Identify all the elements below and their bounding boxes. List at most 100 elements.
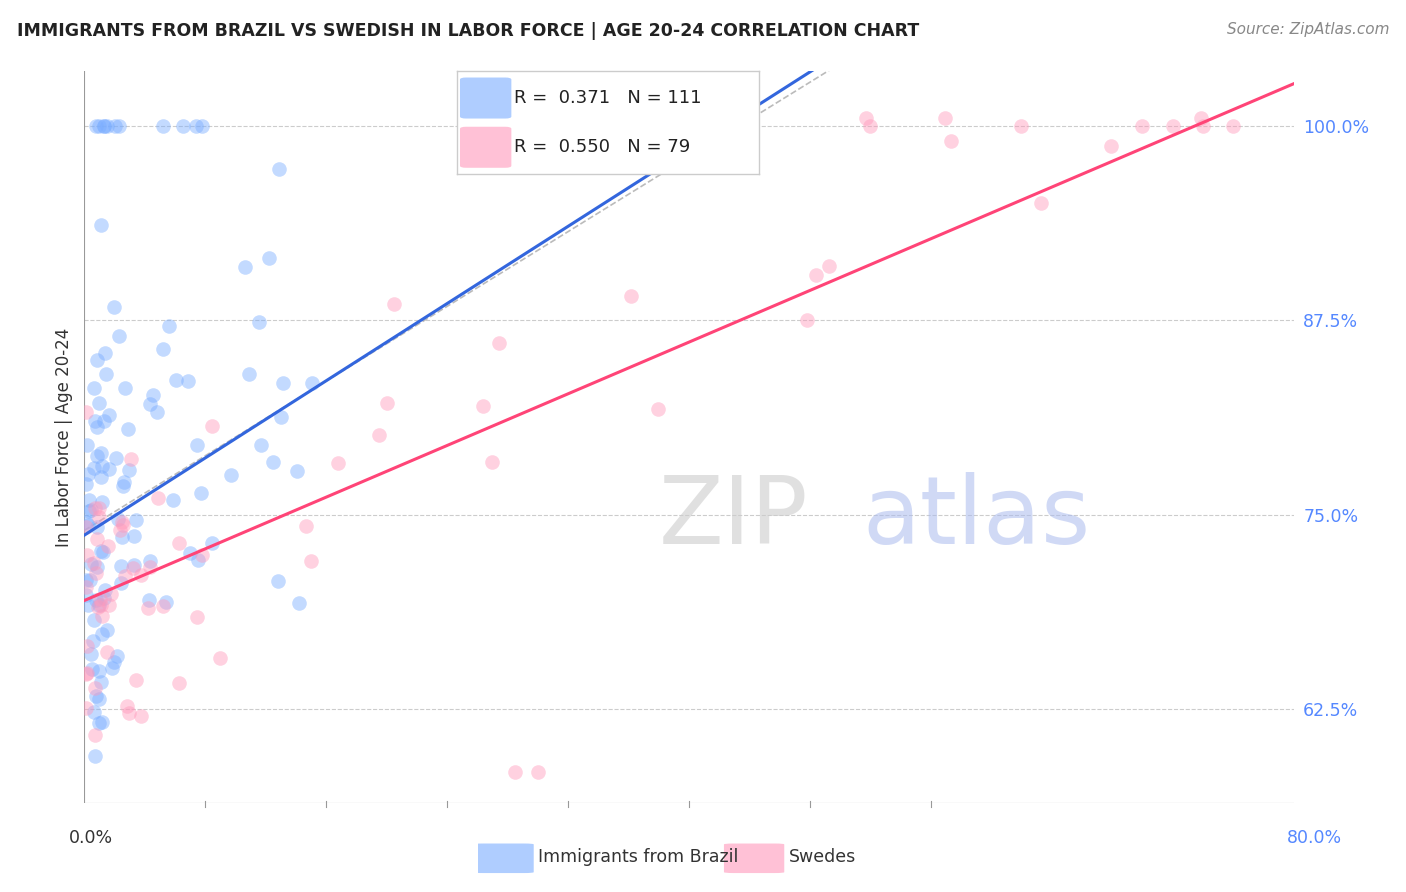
Point bbox=[375, 396, 398, 410]
Point bbox=[273, 376, 295, 390]
Point bbox=[190, 486, 212, 500]
Point bbox=[93, 413, 115, 427]
Point bbox=[155, 595, 177, 609]
Point bbox=[89, 509, 111, 524]
Point bbox=[152, 342, 174, 356]
Point bbox=[91, 609, 114, 624]
Point bbox=[86, 520, 108, 534]
Point bbox=[90, 446, 112, 460]
Text: 0.0%: 0.0% bbox=[69, 829, 114, 847]
Point bbox=[84, 593, 107, 607]
Point bbox=[84, 689, 107, 703]
Point bbox=[1099, 139, 1122, 153]
Point bbox=[262, 455, 284, 469]
Point bbox=[285, 464, 308, 478]
Point bbox=[146, 491, 169, 506]
Point bbox=[90, 494, 112, 508]
Point bbox=[129, 568, 152, 582]
Point bbox=[75, 667, 97, 681]
Text: R =  0.371   N = 111: R = 0.371 N = 111 bbox=[515, 89, 702, 107]
Point bbox=[90, 544, 112, 558]
Point bbox=[129, 709, 152, 723]
Point bbox=[86, 560, 108, 574]
Point bbox=[89, 119, 111, 133]
Point bbox=[114, 568, 136, 582]
Point bbox=[75, 701, 97, 715]
Point bbox=[125, 512, 148, 526]
Point bbox=[93, 119, 115, 133]
Point bbox=[796, 312, 818, 326]
Point bbox=[79, 647, 101, 661]
Point bbox=[86, 449, 108, 463]
Point bbox=[328, 457, 350, 471]
Point bbox=[90, 458, 112, 473]
Point bbox=[84, 749, 107, 764]
Point bbox=[83, 705, 105, 719]
Point bbox=[114, 381, 136, 395]
Point bbox=[247, 315, 270, 329]
Point bbox=[146, 405, 169, 419]
Point bbox=[91, 544, 114, 558]
Point bbox=[368, 428, 391, 442]
Text: IMMIGRANTS FROM BRAZIL VS SWEDISH IN LABOR FORCE | AGE 20-24 CORRELATION CHART: IMMIGRANTS FROM BRAZIL VS SWEDISH IN LAB… bbox=[17, 22, 920, 40]
Point bbox=[527, 764, 550, 779]
Point bbox=[75, 520, 97, 534]
Point bbox=[83, 557, 105, 571]
Point bbox=[75, 405, 97, 419]
Point bbox=[80, 557, 103, 571]
Point bbox=[939, 134, 962, 148]
Point bbox=[139, 554, 162, 568]
Point bbox=[79, 493, 101, 508]
Point bbox=[93, 346, 115, 360]
Point bbox=[84, 681, 107, 696]
Point bbox=[382, 297, 405, 311]
Point bbox=[90, 218, 112, 232]
Text: atlas: atlas bbox=[863, 472, 1091, 564]
Point bbox=[110, 559, 132, 574]
Point bbox=[709, 119, 731, 133]
Point bbox=[90, 598, 112, 612]
Point bbox=[83, 381, 105, 395]
Text: Source: ZipAtlas.com: Source: ZipAtlas.com bbox=[1226, 22, 1389, 37]
Point bbox=[201, 536, 224, 550]
Point bbox=[1011, 119, 1033, 133]
Point bbox=[83, 461, 105, 475]
Point bbox=[86, 532, 108, 546]
Point bbox=[157, 318, 180, 333]
Point bbox=[1161, 119, 1184, 133]
Point bbox=[121, 561, 143, 575]
Point bbox=[108, 329, 131, 343]
Point bbox=[301, 376, 323, 390]
Point bbox=[87, 500, 110, 515]
Point bbox=[172, 119, 194, 133]
Point bbox=[84, 566, 107, 581]
Point bbox=[91, 714, 114, 729]
Point bbox=[89, 692, 111, 706]
Point bbox=[257, 251, 280, 265]
Point bbox=[138, 397, 160, 411]
Point bbox=[75, 573, 97, 587]
Point bbox=[112, 518, 135, 533]
Point bbox=[152, 119, 174, 133]
Point bbox=[201, 419, 224, 434]
Point bbox=[84, 500, 107, 515]
Point bbox=[75, 476, 97, 491]
Point bbox=[77, 467, 100, 481]
Text: ZIP: ZIP bbox=[659, 472, 808, 564]
Point bbox=[136, 600, 159, 615]
Point bbox=[1222, 119, 1244, 133]
Point bbox=[288, 596, 311, 610]
Point bbox=[98, 599, 121, 613]
Point bbox=[162, 492, 184, 507]
Point bbox=[859, 119, 882, 133]
Point bbox=[488, 336, 510, 351]
Point bbox=[1192, 119, 1215, 133]
Point bbox=[167, 536, 190, 550]
Point bbox=[165, 373, 187, 387]
Point bbox=[79, 573, 101, 587]
Point bbox=[107, 512, 129, 526]
Point bbox=[481, 454, 503, 468]
Y-axis label: In Labor Force | Age 20-24: In Labor Force | Age 20-24 bbox=[55, 327, 73, 547]
Point bbox=[270, 409, 292, 424]
Point bbox=[472, 399, 495, 413]
